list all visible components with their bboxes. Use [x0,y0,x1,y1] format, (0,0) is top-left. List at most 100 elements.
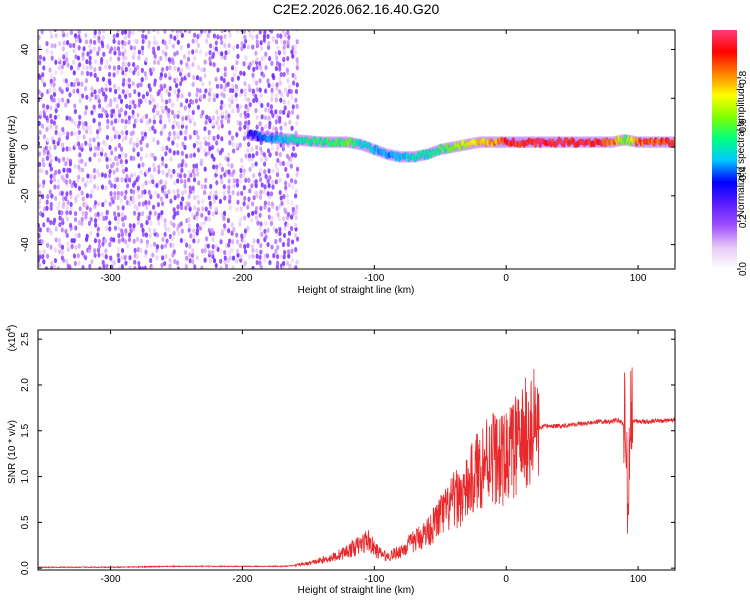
noise-cell [92,167,96,174]
noise-cell [84,39,89,45]
noise-cell [109,56,113,62]
noise-cell [236,191,240,197]
noise-cell [209,43,213,49]
noise-cell [187,169,191,175]
noise-cell [196,104,201,110]
noise-cell [203,189,207,196]
noise-cell [44,266,49,269]
noise-cell [262,72,266,79]
noise-cell [258,254,262,260]
noise-cell [293,44,297,50]
noise-cell [274,150,279,157]
noise-cell [141,33,145,39]
noise-cell [76,141,81,147]
noise-cell [153,104,157,110]
noise-cell [159,114,163,120]
noise-cell [92,104,96,110]
noise-cell [223,34,227,40]
noise-cell [57,169,61,175]
noise-cell [259,146,263,152]
noise-cell [68,167,72,173]
noise-cell [200,30,204,34]
noise-cell [203,30,207,34]
noise-cell [214,168,219,174]
snr-x-tick-label: -100 [364,574,384,585]
noise-cell [191,248,195,254]
noise-cell [246,204,250,210]
noise-cell [108,87,112,93]
noise-cell [100,40,104,46]
noise-cell [293,75,297,81]
noise-cell [277,50,282,56]
figure-title: C2E2.2026.062.16.40.G20 [273,1,440,17]
noise-cell [160,97,165,103]
noise-cell [204,140,208,147]
noise-cell [160,105,164,111]
noise-cell [270,201,274,207]
noise-cell [295,82,299,88]
noise-cell [132,147,136,153]
noise-cell [260,114,264,120]
noise-cell [112,126,116,132]
noise-cell [187,113,191,120]
noise-cell [57,97,61,104]
noise-cell [149,243,153,249]
noise-cell [69,222,73,229]
noise-cell [271,72,275,79]
noise-cell [220,119,224,125]
noise-cell [45,115,49,121]
noise-cell [107,78,112,84]
noise-cell [64,102,68,108]
noise-cell [219,104,223,111]
noise-cell [137,201,141,207]
noise-cell [70,243,74,250]
noise-cell [53,217,57,223]
noise-cell [235,103,240,109]
noise-cell [88,60,92,66]
noise-cell [230,135,235,141]
noise-cell [164,51,168,57]
noise-cell [167,71,172,78]
noise-cell [259,40,263,46]
noise-cell [247,177,251,183]
noise-cell [81,177,85,183]
noise-cell [286,222,290,228]
noise-cell [136,219,141,226]
noise-cell [274,50,278,56]
noise-cell [290,109,295,115]
noise-cell [274,179,278,185]
noise-cell [235,239,240,245]
noise-cell [81,264,85,269]
noise-cell [126,243,130,249]
noise-cell [224,169,229,175]
noise-cell [222,103,226,109]
noise-cell [184,242,189,248]
noise-cell [287,34,291,40]
noise-cell [191,38,195,44]
noise-cell [235,43,240,50]
noise-cell [243,91,248,98]
noise-cell [255,43,259,49]
noise-cell [149,220,153,226]
noise-cell [176,266,181,269]
noise-cell [254,80,259,86]
noise-cell [220,99,224,106]
noise-cell [223,30,227,33]
noise-cell [290,200,294,206]
noise-cell [172,207,176,213]
noise-cell [120,247,125,254]
noise-cell [286,78,290,84]
colorbar-gradient [712,30,737,269]
noise-cell [282,216,286,222]
colorbar-tick-label: 0.2 [738,214,749,228]
noise-cell [123,35,127,41]
noise-cell [54,108,58,114]
noise-cell [159,93,163,99]
noise-cell [247,83,251,90]
noise-cell [266,78,270,84]
noise-cell [196,171,200,177]
noise-cell [268,259,272,266]
noise-cell [289,225,294,232]
noise-cell [46,217,50,223]
noise-cell [137,30,142,33]
